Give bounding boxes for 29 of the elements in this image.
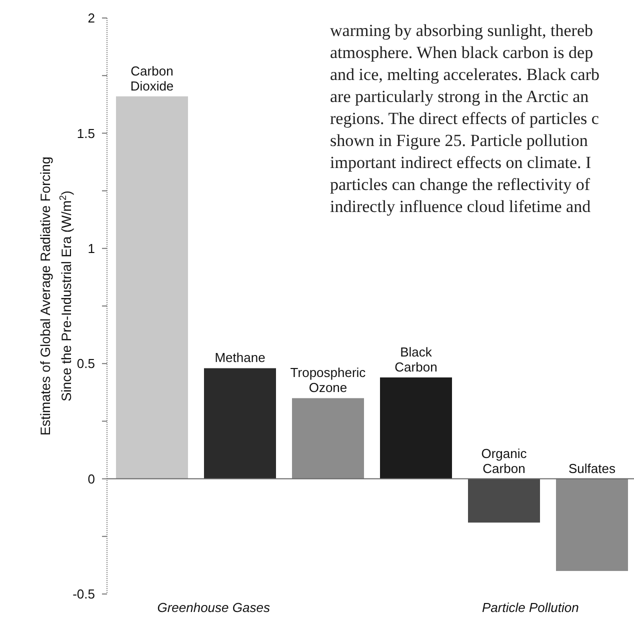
y-tick-label: 0.5	[76, 356, 95, 372]
text: Greenhouse Gases	[157, 600, 270, 615]
bar	[380, 377, 452, 479]
y-tick-label: 1.5	[76, 126, 95, 141]
x-tick-label: Sulfates	[568, 460, 616, 476]
annotation: regions. The direct effects of particles c	[330, 109, 600, 128]
annotation: shown in Figure 25. Particle pollution	[330, 131, 588, 150]
bar	[292, 398, 364, 479]
bar	[116, 96, 188, 479]
bar	[556, 478, 628, 571]
bar	[468, 478, 540, 523]
annotation: are particularly strong in the Arctic an	[330, 87, 590, 106]
bar	[204, 368, 276, 479]
annotation: particles can change the reflectivity of	[330, 175, 590, 194]
x-tick-label: Carbon Dioxide	[130, 63, 174, 94]
annotation: warming by absorbing sunlight, thereb	[330, 21, 593, 40]
annotation: indirectly influence cloud lifetime and	[330, 197, 592, 216]
y-tick-label: 0	[88, 471, 95, 486]
y-tick-label: 1	[88, 240, 95, 256]
y-tick-label: 2	[88, 10, 95, 26]
y-tick-label: -0.5	[72, 586, 95, 602]
annotation: and ice, melting accelerates. Black carb	[330, 65, 600, 84]
annotation: important indirect effects on climate. I	[330, 153, 592, 172]
text: Particle Pollution	[482, 600, 579, 615]
x-tick-label: Tropospheric Ozone	[290, 365, 366, 396]
x-tick-label: Organic Carbon	[481, 446, 528, 476]
x-tick-label: Methane	[214, 350, 266, 366]
annotation: atmosphere. When black carbon is dep	[330, 43, 594, 62]
x-tick-label: Black Carbon	[394, 344, 438, 374]
